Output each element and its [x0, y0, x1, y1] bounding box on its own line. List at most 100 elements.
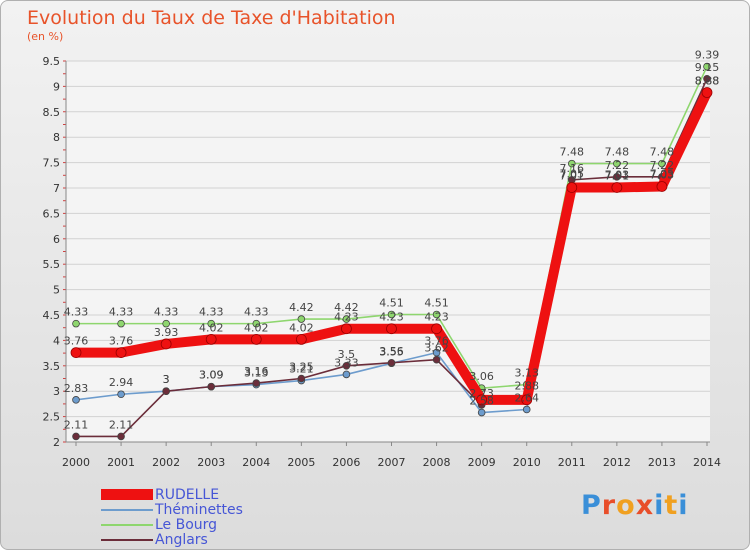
data-point — [160, 338, 172, 350]
data-point — [701, 87, 713, 98]
data-point — [566, 182, 578, 193]
data-point — [207, 382, 216, 391]
data-label: 2.64 — [514, 391, 539, 404]
legend-swatch — [101, 523, 153, 526]
data-label: 7.48 — [650, 146, 675, 159]
y-tick-label: 5 — [53, 284, 60, 297]
y-tick-label: 3.5 — [43, 360, 61, 373]
x-tick-label: 2010 — [513, 456, 541, 469]
data-point — [297, 315, 306, 323]
data-label: 3.16 — [244, 365, 269, 378]
data-point — [522, 405, 531, 414]
data-label: 7.01 — [560, 169, 585, 182]
data-label: 7.05 — [560, 167, 585, 180]
x-tick-label: 2009 — [468, 456, 496, 469]
data-label: 7.03 — [650, 168, 675, 181]
legend: RUDELLE Théminettes Le Bourg Anglars — [101, 487, 243, 547]
data-label: 8.88 — [695, 74, 720, 87]
data-label: 7.05 — [650, 167, 675, 180]
data-label: 3.09 — [199, 369, 224, 382]
data-label: 3.76 — [424, 335, 449, 348]
y-tick-label: 3 — [53, 385, 60, 398]
data-point — [431, 323, 442, 335]
logo-letter: x — [635, 490, 655, 521]
x-tick-label: 2007 — [378, 456, 406, 469]
data-point — [658, 159, 666, 168]
data-label: 4.51 — [424, 296, 449, 309]
data-point — [205, 333, 217, 345]
logo-letter: P — [581, 490, 602, 521]
x-tick-label: 2012 — [603, 456, 631, 469]
data-label: 2.94 — [109, 376, 134, 389]
data-label: 8.88 — [695, 74, 720, 87]
x-tick-label: 2014 — [693, 456, 721, 469]
data-point — [567, 159, 576, 168]
data-point — [207, 319, 216, 328]
data-label: 4.33 — [64, 306, 89, 319]
proxiti-logo[interactable]: Proxiti — [581, 490, 689, 521]
y-tick-label: 4.5 — [43, 309, 61, 322]
data-label: 4.23 — [379, 311, 404, 324]
data-label: 4.33 — [244, 306, 269, 319]
data-label: 2.11 — [109, 418, 134, 431]
data-label: 3 — [163, 373, 170, 386]
data-label: 3 — [163, 373, 170, 386]
data-point — [341, 323, 352, 335]
data-point — [252, 379, 261, 387]
plot-area — [66, 61, 710, 442]
data-label: 7.22 — [650, 159, 675, 172]
y-tick-label: 7 — [53, 182, 60, 195]
data-point — [117, 390, 125, 399]
data-label: 3.76 — [64, 335, 89, 348]
data-point — [162, 387, 170, 396]
data-point — [252, 319, 261, 328]
data-point — [703, 62, 711, 71]
x-tick-label: 2003 — [197, 456, 225, 469]
y-axis-unit: (en %) — [27, 30, 64, 43]
data-point — [613, 159, 621, 168]
x-tick-label: 2000 — [62, 456, 90, 469]
legend-label: RUDELLE — [155, 486, 220, 503]
data-point — [611, 182, 623, 193]
data-label: 3.13 — [244, 367, 269, 380]
data-point — [342, 315, 351, 323]
data-point — [387, 358, 396, 367]
y-tick-label: 2 — [53, 436, 60, 449]
legend-item: Théminettes — [101, 502, 243, 517]
data-label: 9.15 — [695, 61, 720, 74]
data-point — [386, 323, 397, 335]
data-label: 4.23 — [334, 311, 359, 324]
data-label: 4.33 — [154, 306, 179, 319]
data-point — [521, 394, 533, 406]
data-point — [432, 310, 441, 319]
data-point — [72, 432, 80, 441]
x-tick-label: 2004 — [242, 456, 270, 469]
y-tick-label: 8 — [53, 131, 60, 144]
y-tick-label: 9.5 — [43, 55, 61, 68]
data-point — [162, 319, 170, 328]
x-tick-label: 2002 — [152, 456, 180, 469]
data-label: 3.21 — [289, 363, 314, 376]
data-point — [476, 394, 488, 406]
data-label: 2.73 — [469, 387, 494, 400]
data-label: 7.01 — [605, 169, 630, 182]
legend-swatch — [101, 538, 153, 541]
x-tick-label: 2006 — [332, 456, 360, 469]
logo-letter: r — [601, 490, 617, 521]
data-label: 7.16 — [560, 162, 585, 175]
data-label: 2.83 — [64, 382, 89, 395]
y-tick-label: 4 — [53, 334, 60, 347]
legend-label: Le Bourg — [155, 516, 218, 533]
x-tick-label: 2011 — [558, 456, 586, 469]
data-label: 2.58 — [469, 395, 494, 408]
data-label: 3.09 — [199, 369, 224, 382]
data-label: 7.22 — [605, 159, 630, 172]
data-point — [72, 319, 80, 328]
logo-letter: t — [664, 490, 679, 521]
y-tick-label: 6.5 — [43, 207, 61, 220]
data-label: 3.93 — [154, 326, 179, 339]
data-label: 4.02 — [289, 321, 314, 334]
logo-letter: i — [654, 490, 665, 521]
data-point — [250, 333, 262, 345]
